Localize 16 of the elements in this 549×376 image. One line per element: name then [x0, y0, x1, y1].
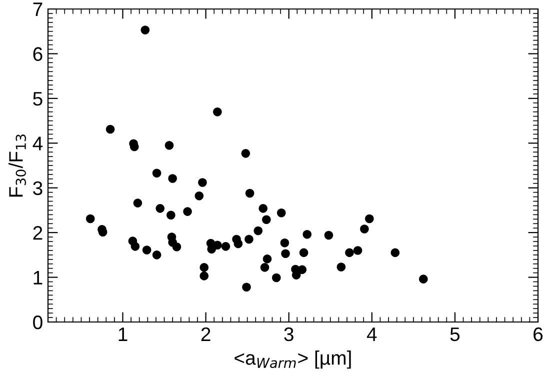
x-tick-label: 6 — [534, 327, 543, 342]
y-axis-title: F$_{30}$/F$_{13}$ — [8, 134, 26, 197]
x-tick-label: 4 — [366, 328, 377, 341]
y-tick-label: 1 — [34, 270, 42, 284]
x-axis-title: <a$_{Warm}$> [µm] — [234, 350, 351, 369]
y-tick-label: 5 — [33, 92, 42, 106]
y-tick-label: 0 — [33, 315, 42, 330]
x-tick-label: 5 — [450, 328, 460, 342]
y-tick-label: 3 — [33, 181, 42, 196]
x-tick-label: 1 — [118, 328, 128, 341]
y-tick-label: 2 — [33, 226, 42, 240]
x-tick-label: 3 — [284, 327, 294, 342]
y-tick-label: 6 — [33, 47, 42, 61]
x-tick-label: 2 — [201, 327, 210, 341]
y-tick-label: 4 — [32, 136, 43, 150]
y-tick-label: 7 — [33, 2, 42, 16]
